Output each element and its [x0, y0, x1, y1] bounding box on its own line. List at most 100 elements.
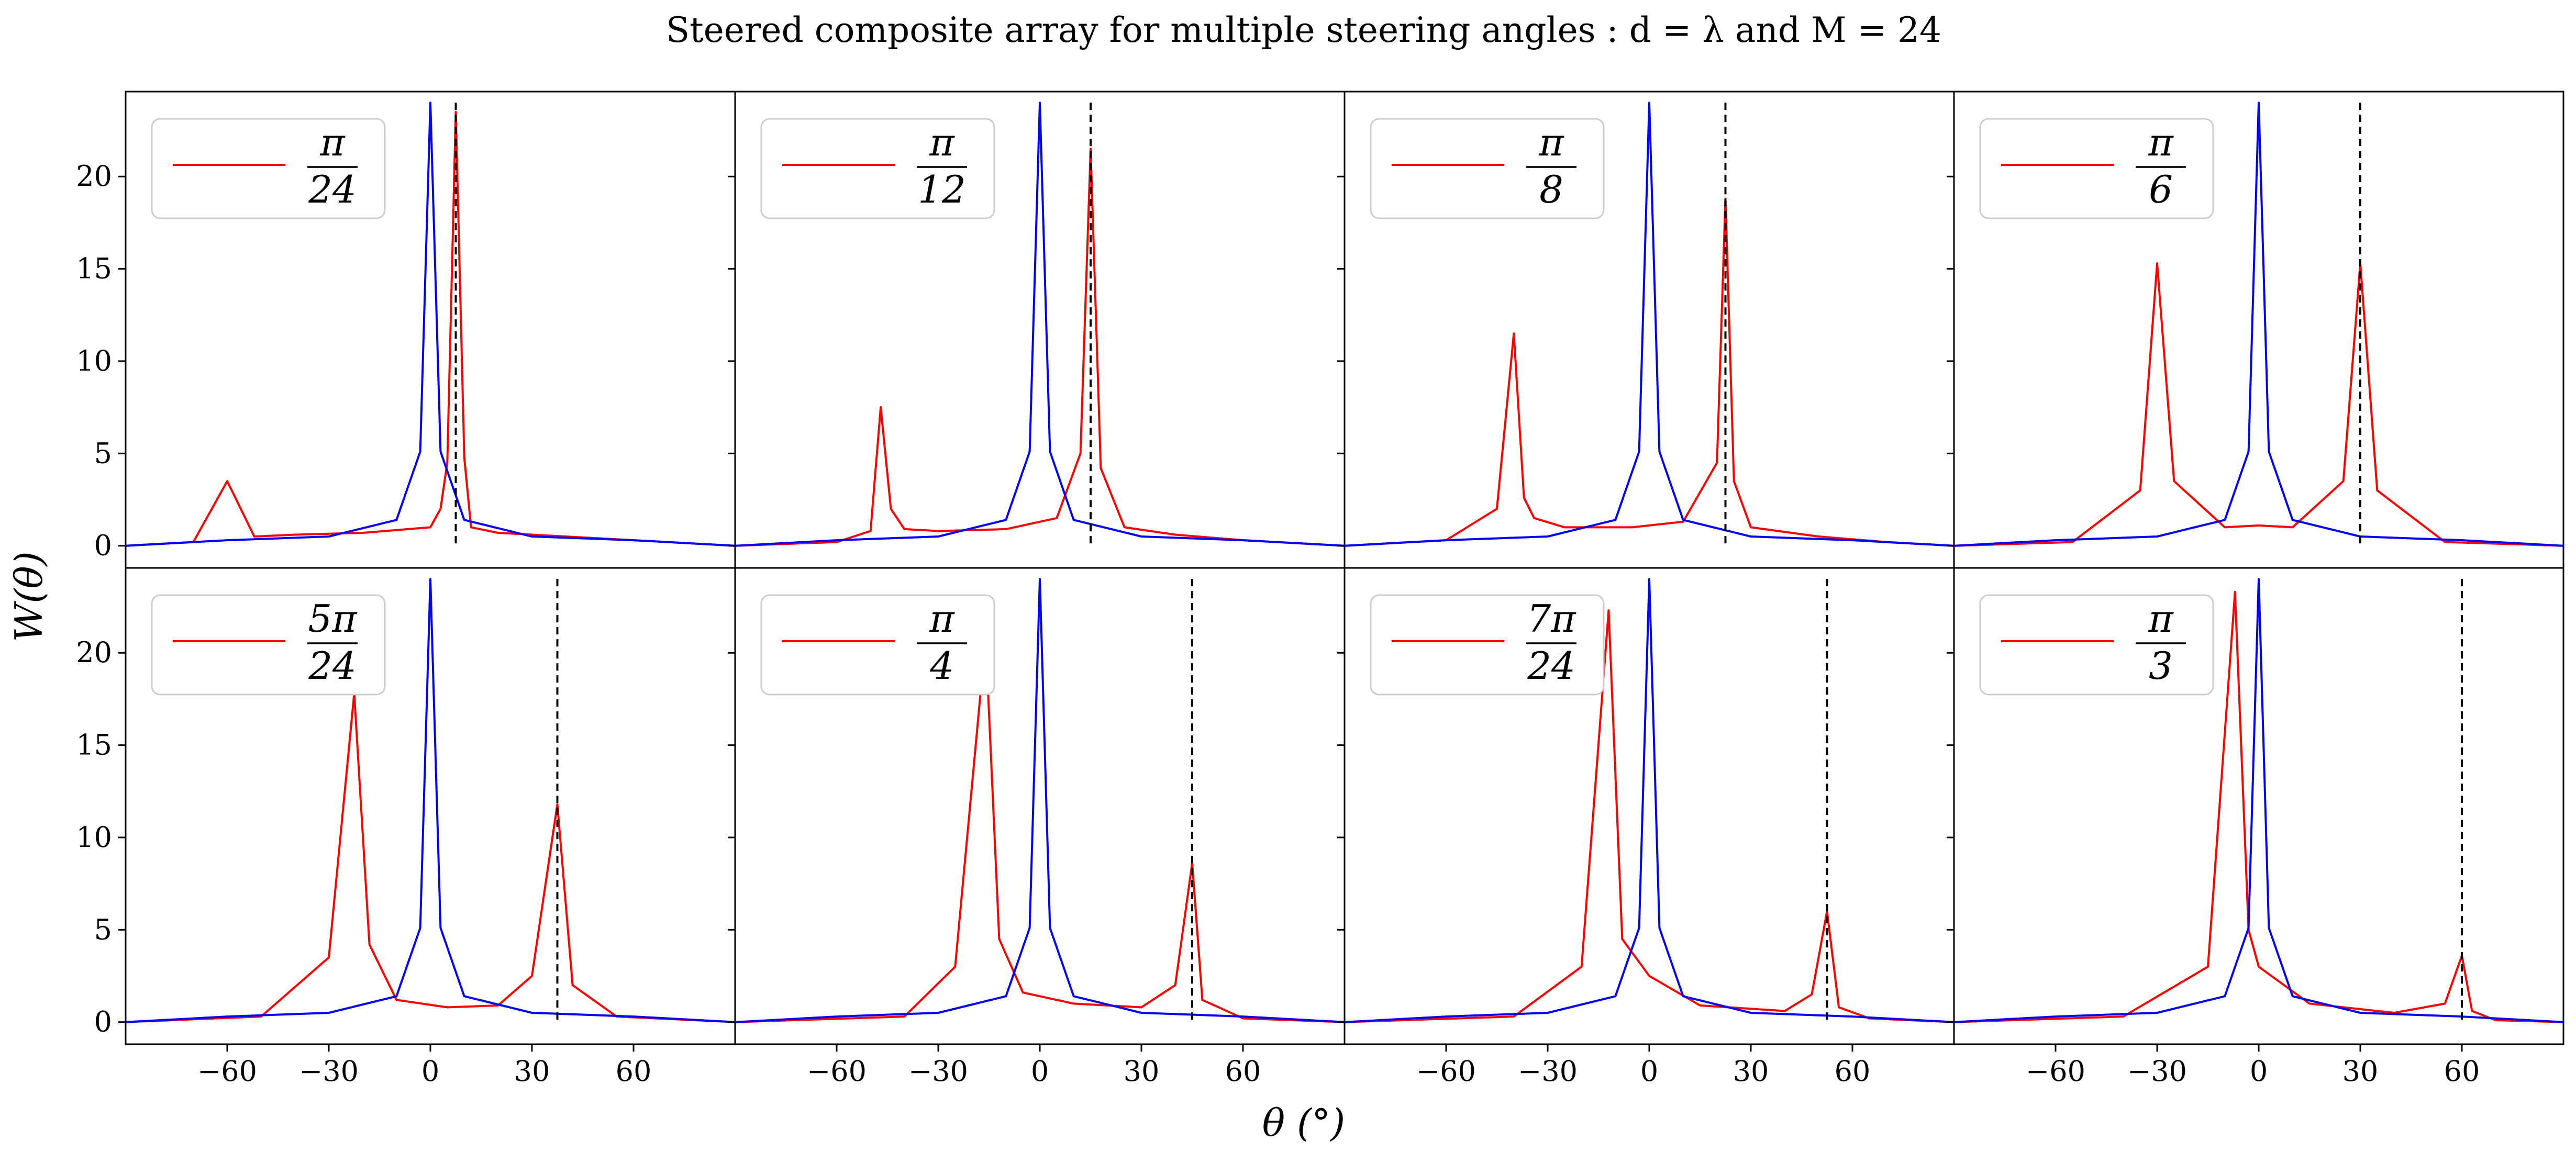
y-tick-label: 15 — [76, 729, 112, 762]
broadside-data-point — [1682, 995, 1684, 997]
composite-data-point — [937, 530, 939, 532]
x-tick-label: 60 — [1835, 1055, 1871, 1088]
x-tick-label: 0 — [421, 1055, 439, 1088]
broadside-data-point — [328, 535, 330, 538]
broadside-data-point — [1073, 519, 1075, 521]
x-tick-label: 60 — [616, 1055, 652, 1088]
broadside-data-point — [2055, 1015, 2057, 1018]
broadside-data-point — [1445, 539, 1447, 541]
broadside-data-point — [1614, 519, 1616, 521]
x-tick-label: 30 — [514, 1055, 550, 1088]
broadside-data-point — [1638, 451, 1640, 453]
composite-data-point — [2156, 262, 2158, 264]
x-tick-label: −60 — [807, 1055, 867, 1088]
legend-denominator: 6 — [2149, 167, 2173, 211]
composite-data-point — [1523, 497, 1525, 499]
broadside-data-point — [1614, 995, 1616, 997]
composite-data-point — [890, 508, 892, 510]
legend-numerator: π — [929, 597, 955, 641]
broadside-data-point — [1638, 927, 1640, 929]
x-tick-label: 60 — [1225, 1055, 1261, 1088]
x-tick-label: 0 — [2250, 1055, 2268, 1088]
composite-data-point — [362, 532, 364, 534]
broadside-data-point — [1242, 539, 1244, 541]
composite-data-point — [328, 956, 330, 958]
composite-data-point — [2342, 480, 2345, 482]
broadside-data-point — [1039, 102, 1041, 104]
composite-data-point — [1699, 1004, 1701, 1007]
composite-data-point — [1140, 1006, 1142, 1008]
composite-data-point — [1124, 526, 1126, 528]
broadside-data-point — [1750, 535, 1752, 538]
broadside-data-point — [2055, 539, 2057, 541]
broadside-data-point — [463, 995, 465, 997]
broadside-data-point — [1029, 451, 1031, 453]
composite-data-point — [903, 528, 905, 530]
broadside-data-point — [395, 995, 397, 997]
composite-data-point — [2234, 591, 2236, 593]
composite-data-point — [1513, 332, 1515, 334]
broadside-data-point — [1547, 535, 1549, 538]
broadside-data-point — [1073, 995, 1075, 997]
broadside-data-point — [1547, 1012, 1549, 1014]
composite-data-point — [2444, 1002, 2446, 1004]
composite-data-point — [2071, 541, 2073, 543]
broadside-data-point — [328, 1012, 330, 1014]
broadside-data-point — [1049, 927, 1051, 929]
x-tick-label: 60 — [2444, 1055, 2480, 1088]
broadside-data-point — [1140, 1012, 1142, 1014]
broadside-data-point — [226, 1015, 228, 1018]
composite-data-point — [557, 803, 558, 805]
legend-denominator: 8 — [1539, 167, 1563, 211]
panel-1: 0 5 10 15 20 π24 — [76, 91, 736, 575]
broadside-data-point — [1851, 1015, 1853, 1018]
broadside-data-point — [2224, 519, 2226, 521]
y-tick-label: 5 — [94, 913, 112, 946]
x-tick-label: 30 — [1124, 1055, 1160, 1088]
broadside-data-point — [2224, 995, 2226, 997]
composite-data-point — [1496, 508, 1498, 510]
broadside-data-point — [1049, 451, 1051, 453]
composite-data-point — [1716, 462, 1718, 464]
legend-denominator: 3 — [2149, 644, 2173, 688]
composite-series-line — [1344, 197, 1955, 547]
broadside-data-point — [2156, 535, 2158, 538]
legend-numerator: π — [2148, 597, 2174, 641]
composite-data-point — [998, 938, 1000, 940]
broadside-data-point — [1005, 995, 1007, 997]
composite-data-point — [1022, 991, 1024, 993]
composite-data-point — [1784, 1010, 1786, 1012]
legend-numerator: π — [929, 120, 955, 164]
panel-6: −60 −30 0 30 60 π4 — [728, 567, 1346, 1088]
composite-data-point — [253, 535, 256, 538]
composite-data-point — [226, 480, 228, 482]
composite-data-point — [294, 534, 296, 536]
broadside-data-point — [1029, 927, 1031, 929]
composite-data-point — [1682, 521, 1684, 523]
broadside-data-point — [1750, 1012, 1752, 1014]
composite-data-point — [1533, 517, 1535, 519]
x-tick-label: −30 — [908, 1055, 968, 1088]
composite-series-line — [735, 148, 1345, 547]
broadside-data-point — [2258, 102, 2260, 104]
composite-data-point — [1080, 452, 1082, 454]
composite-data-point — [2376, 489, 2378, 491]
broadside-data-point — [429, 578, 431, 580]
panel-2: π12 — [728, 91, 1346, 575]
y-tick-label: 10 — [76, 344, 112, 377]
composite-data-point — [1100, 467, 1102, 470]
broadside-data-point — [632, 539, 635, 541]
composite-data-point — [1648, 975, 1650, 977]
composite-data-point — [1073, 1002, 1075, 1004]
broadside-data-point — [2461, 539, 2463, 541]
composite-data-point — [1733, 480, 1735, 482]
composite-data-point — [880, 406, 882, 408]
composite-data-point — [1090, 148, 1092, 150]
composite-data-point — [954, 966, 956, 968]
broadside-data-point — [632, 1015, 635, 1018]
composite-data-point — [531, 975, 533, 977]
